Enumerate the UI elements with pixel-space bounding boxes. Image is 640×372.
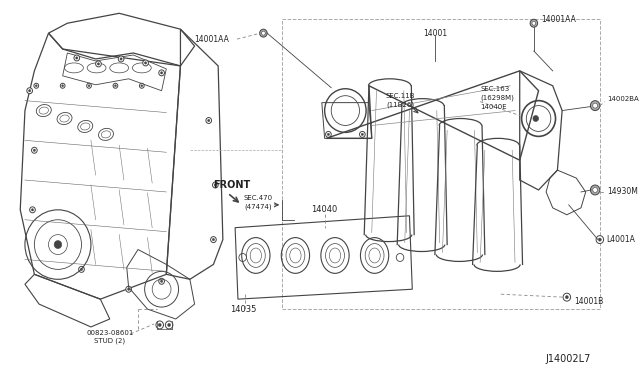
Circle shape <box>214 184 216 186</box>
Circle shape <box>159 70 164 76</box>
Circle shape <box>126 286 131 292</box>
Circle shape <box>34 83 38 88</box>
Circle shape <box>113 83 118 88</box>
Circle shape <box>141 85 143 87</box>
Text: 14001: 14001 <box>423 29 447 38</box>
Circle shape <box>598 238 602 241</box>
Circle shape <box>33 149 35 151</box>
Circle shape <box>590 101 600 110</box>
Circle shape <box>361 133 364 135</box>
Circle shape <box>161 280 163 282</box>
Circle shape <box>29 90 31 92</box>
Circle shape <box>212 238 214 241</box>
Text: 14001B: 14001B <box>574 296 604 306</box>
Circle shape <box>212 182 218 188</box>
Text: L4001A: L4001A <box>607 235 636 244</box>
Text: STUD (2): STUD (2) <box>94 337 125 344</box>
Circle shape <box>54 241 61 248</box>
Circle shape <box>262 31 265 35</box>
Circle shape <box>79 266 84 272</box>
Circle shape <box>88 85 90 87</box>
Circle shape <box>593 187 598 192</box>
Text: (47474): (47474) <box>244 203 271 210</box>
Circle shape <box>95 61 101 67</box>
Text: 14040E: 14040E <box>480 103 507 110</box>
Circle shape <box>118 56 124 62</box>
Text: (16298M): (16298M) <box>480 94 514 101</box>
Circle shape <box>211 237 216 243</box>
Circle shape <box>168 323 171 327</box>
Text: SEC.470: SEC.470 <box>243 195 272 201</box>
Circle shape <box>74 55 79 61</box>
Circle shape <box>563 293 571 301</box>
Circle shape <box>565 296 568 299</box>
Text: 14002BA: 14002BA <box>607 96 639 102</box>
Circle shape <box>145 62 147 64</box>
Circle shape <box>165 321 173 329</box>
Circle shape <box>530 19 538 27</box>
Circle shape <box>596 235 604 244</box>
Text: (11B26): (11B26) <box>386 101 414 108</box>
Circle shape <box>127 288 130 291</box>
Circle shape <box>35 85 37 87</box>
Circle shape <box>159 278 164 284</box>
Circle shape <box>61 85 63 87</box>
Text: 14040: 14040 <box>312 205 338 214</box>
Circle shape <box>97 63 100 65</box>
Text: J14002L7: J14002L7 <box>545 354 590 364</box>
Circle shape <box>158 323 161 327</box>
Circle shape <box>326 131 332 137</box>
Text: 14001AA: 14001AA <box>195 35 230 44</box>
Circle shape <box>161 72 163 74</box>
Circle shape <box>360 131 365 137</box>
Circle shape <box>156 321 163 329</box>
Bar <box>282 19 600 309</box>
Circle shape <box>590 185 600 195</box>
Circle shape <box>120 58 122 60</box>
Circle shape <box>115 85 116 87</box>
Text: 14930M: 14930M <box>607 187 638 196</box>
Circle shape <box>29 207 35 213</box>
Circle shape <box>143 60 148 66</box>
Text: SEC.11B: SEC.11B <box>385 93 415 99</box>
Circle shape <box>207 119 210 122</box>
Circle shape <box>140 83 144 88</box>
Circle shape <box>206 118 212 124</box>
Text: 14035: 14035 <box>230 305 257 314</box>
Circle shape <box>593 103 598 108</box>
Circle shape <box>27 88 33 94</box>
Text: 00823-08601: 00823-08601 <box>86 330 134 336</box>
Circle shape <box>532 21 536 25</box>
Circle shape <box>260 29 267 37</box>
Circle shape <box>81 268 83 270</box>
Circle shape <box>60 83 65 88</box>
Circle shape <box>31 147 37 153</box>
Circle shape <box>327 133 330 135</box>
Circle shape <box>533 116 539 122</box>
Circle shape <box>76 57 78 59</box>
Circle shape <box>31 209 34 211</box>
Circle shape <box>86 83 92 88</box>
Text: FRONT: FRONT <box>213 180 251 190</box>
Text: 14001AA: 14001AA <box>541 15 576 24</box>
Text: SEC.163: SEC.163 <box>480 86 509 92</box>
